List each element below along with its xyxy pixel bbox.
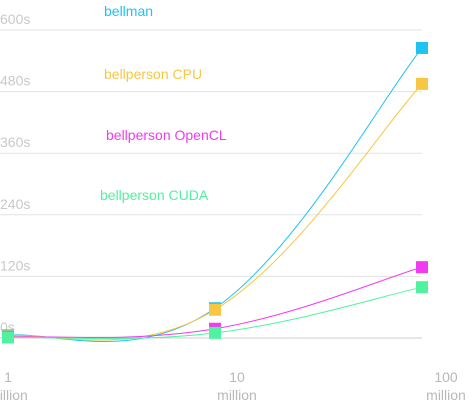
y-tick-label-600: 600s [0, 11, 30, 27]
legend-label-1: bellperson CPU [104, 66, 202, 82]
y-tick-label-480: 480s [0, 73, 30, 89]
series-3-marker-1 [2, 331, 14, 344]
series-2-marker-100 [416, 261, 428, 274]
legend-label-2: bellperson OpenCL [106, 127, 227, 143]
x-tick-sublabel-1: million [0, 387, 28, 403]
series-line-1 [7, 83, 423, 341]
series-markers [2, 41, 428, 344]
y-tick-label-240: 240s [0, 196, 30, 212]
y-tick-label-120: 120s [0, 257, 30, 273]
legend: bellman bellperson CPU bellperson OpenCL be… [100, 3, 227, 203]
series-0-marker-100 [416, 41, 428, 54]
x-tick-label-1: 1 [4, 369, 12, 385]
legend-label-0: bellman [104, 3, 153, 19]
y-tick-label-360: 360s [0, 134, 30, 150]
x-tick-label-10: 10 [229, 369, 245, 385]
series-3-marker-10 [209, 326, 221, 339]
x-tick-sublabel-10: million [217, 387, 257, 403]
series-1-marker-100 [416, 77, 428, 90]
y-gridlines [0, 29, 422, 339]
x-tick-label-100: 100 [434, 369, 458, 385]
series-1-marker-10 [209, 303, 221, 316]
x-tick-sublabel-100: million [426, 387, 466, 403]
legend-label-3: bellperson CUDA [100, 187, 209, 203]
series-3-marker-100 [416, 281, 428, 294]
x-tick-labels: 1 million 10 million 100 million [0, 369, 466, 403]
